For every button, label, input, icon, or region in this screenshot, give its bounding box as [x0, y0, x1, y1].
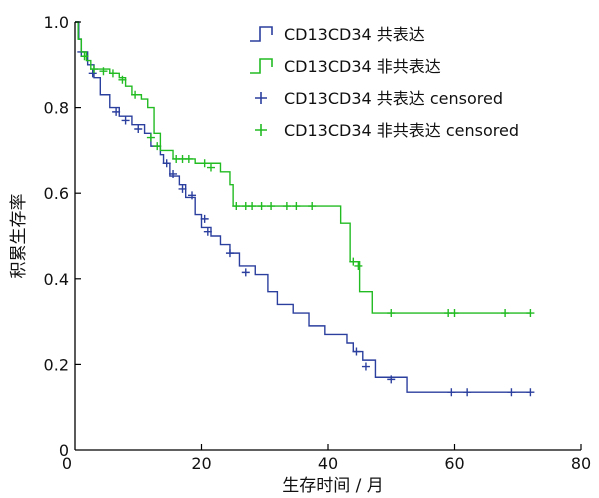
- x-axis-title: 生存时间 / 月: [282, 476, 384, 496]
- censor-mark-1: [178, 184, 187, 193]
- censor-mark-2: [248, 202, 257, 211]
- y-tick-label: 0.4: [44, 270, 69, 289]
- legend-label: CD13CD34 共表达: [284, 25, 425, 44]
- censor-mark-1: [526, 388, 535, 397]
- censor-mark-1: [447, 388, 456, 397]
- censor-mark-2: [99, 67, 108, 76]
- censor-mark-2: [292, 202, 301, 211]
- legend-censor-symbol: [255, 92, 267, 104]
- legend-label: CD13CD34 非共表达 censored: [284, 121, 519, 140]
- y-tick-label: 0.8: [44, 99, 69, 118]
- censor-mark-1: [225, 249, 234, 258]
- censor-mark-1: [169, 169, 178, 178]
- legend-label: CD13CD34 共表达 censored: [284, 89, 503, 108]
- y-axis-title: 积累生存率: [9, 194, 29, 279]
- censor-mark-1: [203, 227, 212, 236]
- legend-step-symbol: [250, 58, 273, 74]
- censor-mark-2: [354, 261, 363, 270]
- y-tick-label: 0: [59, 441, 69, 460]
- censor-mark-2: [153, 142, 162, 151]
- censor-mark-1: [463, 388, 472, 397]
- censor-mark-2: [282, 202, 291, 211]
- censor-mark-2: [146, 133, 155, 142]
- censor-mark-1: [162, 159, 171, 168]
- legend: CD13CD34 共表达 CD13CD34 非共表达 CD13CD34 共表达 ce…: [250, 25, 519, 140]
- x-tick-label: 80: [571, 454, 591, 473]
- censor-mark-1: [241, 268, 250, 277]
- censor-mark-1: [200, 214, 209, 223]
- censor-mark-2: [308, 202, 317, 211]
- censor-mark-1: [352, 347, 361, 356]
- x-tick-label: 20: [191, 454, 211, 473]
- censor-mark-2: [267, 202, 276, 211]
- y-tick-label: 1.0: [44, 13, 69, 32]
- censor-mark-1: [387, 375, 396, 384]
- censor-mark-2: [200, 159, 209, 168]
- censor-mark-2: [526, 309, 535, 318]
- censor-mark-2: [184, 154, 193, 163]
- plot-area: [75, 21, 535, 397]
- censor-mark-1: [88, 69, 97, 78]
- censor-mark-2: [89, 65, 98, 74]
- x-tick-label: 60: [444, 454, 464, 473]
- series-line-2: [75, 21, 531, 314]
- y-tick-label: 0.2: [44, 355, 69, 374]
- censor-mark-1: [361, 362, 370, 371]
- censor-mark-1: [507, 388, 516, 397]
- censor-mark-2: [108, 69, 117, 78]
- legend-censor-symbol: [255, 124, 267, 136]
- x-origin-label: 0: [62, 454, 72, 473]
- censor-mark-1: [121, 116, 130, 125]
- censor-mark-2: [349, 257, 358, 266]
- censor-mark-2: [131, 90, 140, 99]
- censor-mark-2: [80, 52, 89, 61]
- axis-ticks: 20 40 60 80 00 0.2 0.4 0.6 0.8 1.0: [44, 13, 592, 473]
- legend-step-symbol: [250, 26, 273, 42]
- censor-mark-2: [232, 202, 241, 211]
- axes: [74, 22, 581, 451]
- censor-mark-2: [206, 163, 215, 172]
- censor-mark-2: [387, 309, 396, 318]
- censor-mark-1: [188, 191, 197, 200]
- x-tick-label: 40: [318, 454, 338, 473]
- censor-mark-2: [257, 202, 266, 211]
- y-tick-label: 0.6: [44, 184, 69, 203]
- censor-mark-2: [118, 75, 127, 84]
- censor-mark-1: [134, 125, 143, 133]
- censor-mark-1: [112, 107, 121, 116]
- legend-label: CD13CD34 非共表达: [284, 57, 441, 76]
- censor-mark-2: [501, 309, 510, 318]
- censor-mark-2: [450, 309, 459, 318]
- series-line-1: [75, 21, 531, 393]
